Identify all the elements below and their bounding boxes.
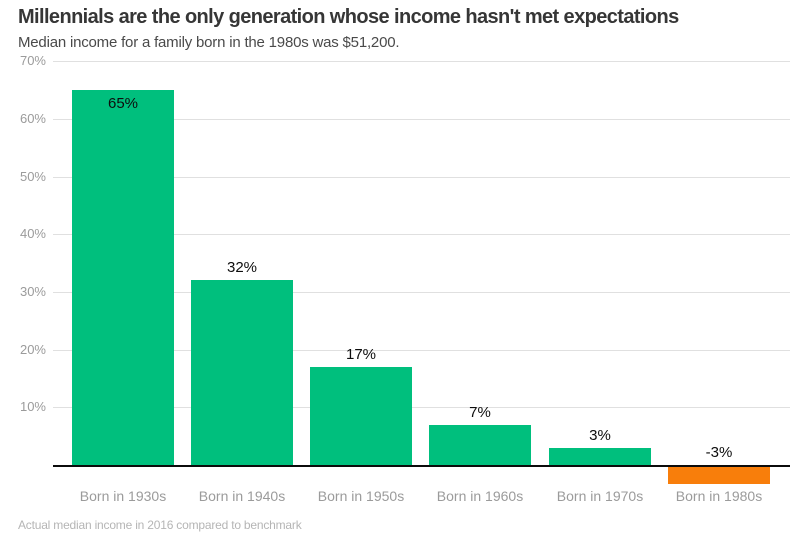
bar-value-label: 3%: [589, 427, 611, 444]
bar-born-in-1950s: [310, 367, 412, 465]
chart-footnote: Actual median income in 2016 compared to…: [18, 518, 302, 532]
bar-value-label: 7%: [469, 404, 491, 421]
grid-line-10%: [53, 407, 790, 408]
x-axis-category-label: Born in 1950s: [317, 488, 405, 504]
y-axis-tick-label: 10%: [19, 399, 46, 414]
grid-line-40%: [53, 234, 790, 235]
bar-born-in-1980s: [668, 467, 770, 484]
y-axis-tick-label: 50%: [19, 169, 46, 184]
x-axis-category-label: Born in 1970s: [556, 488, 644, 504]
x-axis-category-label: Born in 1960s: [436, 488, 524, 504]
x-axis-category-label: Born in 1980s: [675, 488, 763, 504]
chart-subtitle: Median income for a family born in the 1…: [18, 34, 400, 51]
bar-value-label: 17%: [345, 346, 377, 363]
bar-born-in-1930s: [72, 90, 174, 465]
bar-born-in-1940s: [191, 280, 293, 465]
x-axis-category-label: Born in 1940s: [198, 488, 286, 504]
x-axis-baseline: [53, 465, 790, 467]
y-axis-tick-label: 40%: [19, 226, 46, 241]
bar-value-label: -3%: [705, 444, 733, 461]
bar-value-label: 65%: [107, 95, 139, 112]
bar-value-label: 32%: [226, 259, 258, 276]
bar-born-in-1960s: [429, 425, 531, 465]
x-axis-category-label: Born in 1930s: [79, 488, 167, 504]
grid-line-50%: [53, 177, 790, 178]
bar-born-in-1970s: [549, 448, 651, 465]
chart-title: Millennials are the only generation whos…: [18, 6, 679, 28]
y-axis-tick-label: 70%: [19, 53, 46, 68]
grid-line-60%: [53, 119, 790, 120]
grid-line-70%: [53, 61, 790, 62]
grid-line-30%: [53, 292, 790, 293]
y-axis-tick-label: 60%: [19, 111, 46, 126]
y-axis-tick-label: 20%: [19, 342, 46, 357]
y-axis-tick-label: 30%: [19, 284, 46, 299]
grid-line-20%: [53, 350, 790, 351]
